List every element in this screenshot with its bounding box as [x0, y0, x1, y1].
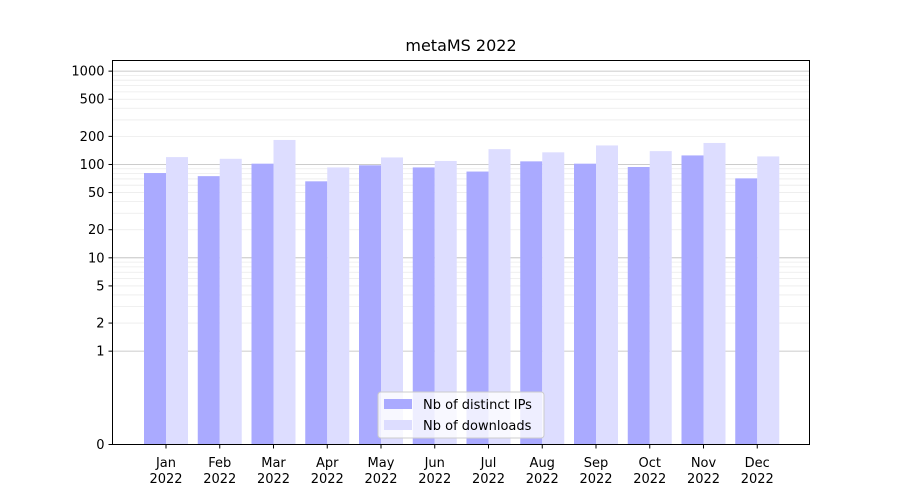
x-tick-label-year: 2022 — [579, 472, 612, 487]
x-axis: Jan2022Feb2022Mar2022Apr2022May2022Jun20… — [149, 444, 774, 487]
x-tick-label-month: Sep — [584, 456, 609, 471]
x-tick-label-year: 2022 — [149, 472, 182, 487]
bar-downloads — [166, 157, 188, 445]
x-tick-label-month: Aug — [530, 456, 555, 471]
legend-swatch — [384, 399, 412, 409]
bar-distinct-ips — [359, 165, 381, 445]
bar-downloads — [757, 156, 780, 445]
bar-distinct-ips — [735, 178, 758, 445]
x-tick-label-year: 2022 — [633, 472, 666, 487]
x-tick-label-month: Oct — [639, 456, 661, 471]
x-tick-label-year: 2022 — [203, 472, 236, 487]
x-tick-label-month: Dec — [745, 456, 770, 471]
bar-distinct-ips — [627, 166, 650, 445]
y-tick-label: 20 — [88, 223, 105, 238]
x-tick-label-year: 2022 — [741, 472, 774, 487]
bar-downloads — [327, 167, 350, 445]
y-tick-label: 0 — [96, 438, 104, 453]
x-tick-label-month: Jan — [155, 456, 176, 471]
legend-label: Nb of downloads — [423, 419, 532, 434]
plot-frame — [112, 60, 810, 445]
x-tick-label-month: Nov — [691, 456, 717, 471]
x-tick-label-month: Apr — [316, 456, 339, 471]
bar-distinct-ips — [466, 171, 489, 445]
bar-downloads — [542, 152, 565, 445]
x-tick-label-month: Mar — [261, 456, 286, 471]
y-tick-label: 50 — [88, 186, 105, 201]
bar-downloads — [273, 139, 296, 445]
bar-distinct-ips — [520, 161, 543, 445]
x-tick-label-year: 2022 — [687, 472, 720, 487]
y-tick-label: 1 — [96, 345, 104, 360]
bar-distinct-ips — [574, 163, 596, 445]
bars — [144, 139, 780, 445]
bar-downloads — [434, 160, 457, 445]
bar-distinct-ips — [681, 155, 704, 445]
y-tick-label: 100 — [80, 158, 105, 173]
x-tick-label-year: 2022 — [257, 472, 290, 487]
bar-downloads — [596, 145, 618, 445]
x-tick-label-month: May — [368, 456, 395, 471]
bar-distinct-ips — [144, 173, 166, 445]
x-tick-label-year: 2022 — [472, 472, 505, 487]
bar-downloads — [488, 149, 511, 445]
y-tick-label: 200 — [80, 130, 105, 145]
bar-distinct-ips — [251, 163, 274, 445]
bar-downloads — [381, 157, 403, 445]
x-tick-label-month: Jul — [480, 456, 497, 471]
x-tick-label-year: 2022 — [526, 472, 559, 487]
bar-distinct-ips — [197, 176, 220, 445]
legend-swatch — [384, 420, 412, 430]
x-tick-label-year: 2022 — [418, 472, 451, 487]
chart-title: metaMS 2022 — [405, 36, 516, 55]
x-tick-label-month: Jun — [424, 456, 445, 471]
bar-downloads — [703, 142, 726, 445]
y-tick-label: 500 — [80, 93, 105, 108]
legend-label: Nb of distinct IPs — [423, 398, 532, 413]
x-tick-label-year: 2022 — [364, 472, 397, 487]
y-tick-label: 10 — [88, 251, 105, 266]
bar-distinct-ips — [305, 181, 328, 445]
bar-downloads — [219, 158, 242, 445]
y-tick-label: 2 — [96, 317, 104, 332]
bar-downloads — [649, 151, 672, 445]
bar-distinct-ips — [412, 167, 435, 445]
legend: Nb of distinct IPs Nb of downloads — [377, 391, 545, 439]
y-tick-label: 5 — [96, 279, 104, 294]
y-axis: 0 1 2 5 10 20 50 100 200 500 1000 — [71, 65, 113, 453]
y-tick-label: 1000 — [71, 65, 104, 80]
legend-box — [377, 391, 545, 439]
x-tick-label-year: 2022 — [311, 472, 344, 487]
x-tick-label-month: Feb — [208, 456, 231, 471]
